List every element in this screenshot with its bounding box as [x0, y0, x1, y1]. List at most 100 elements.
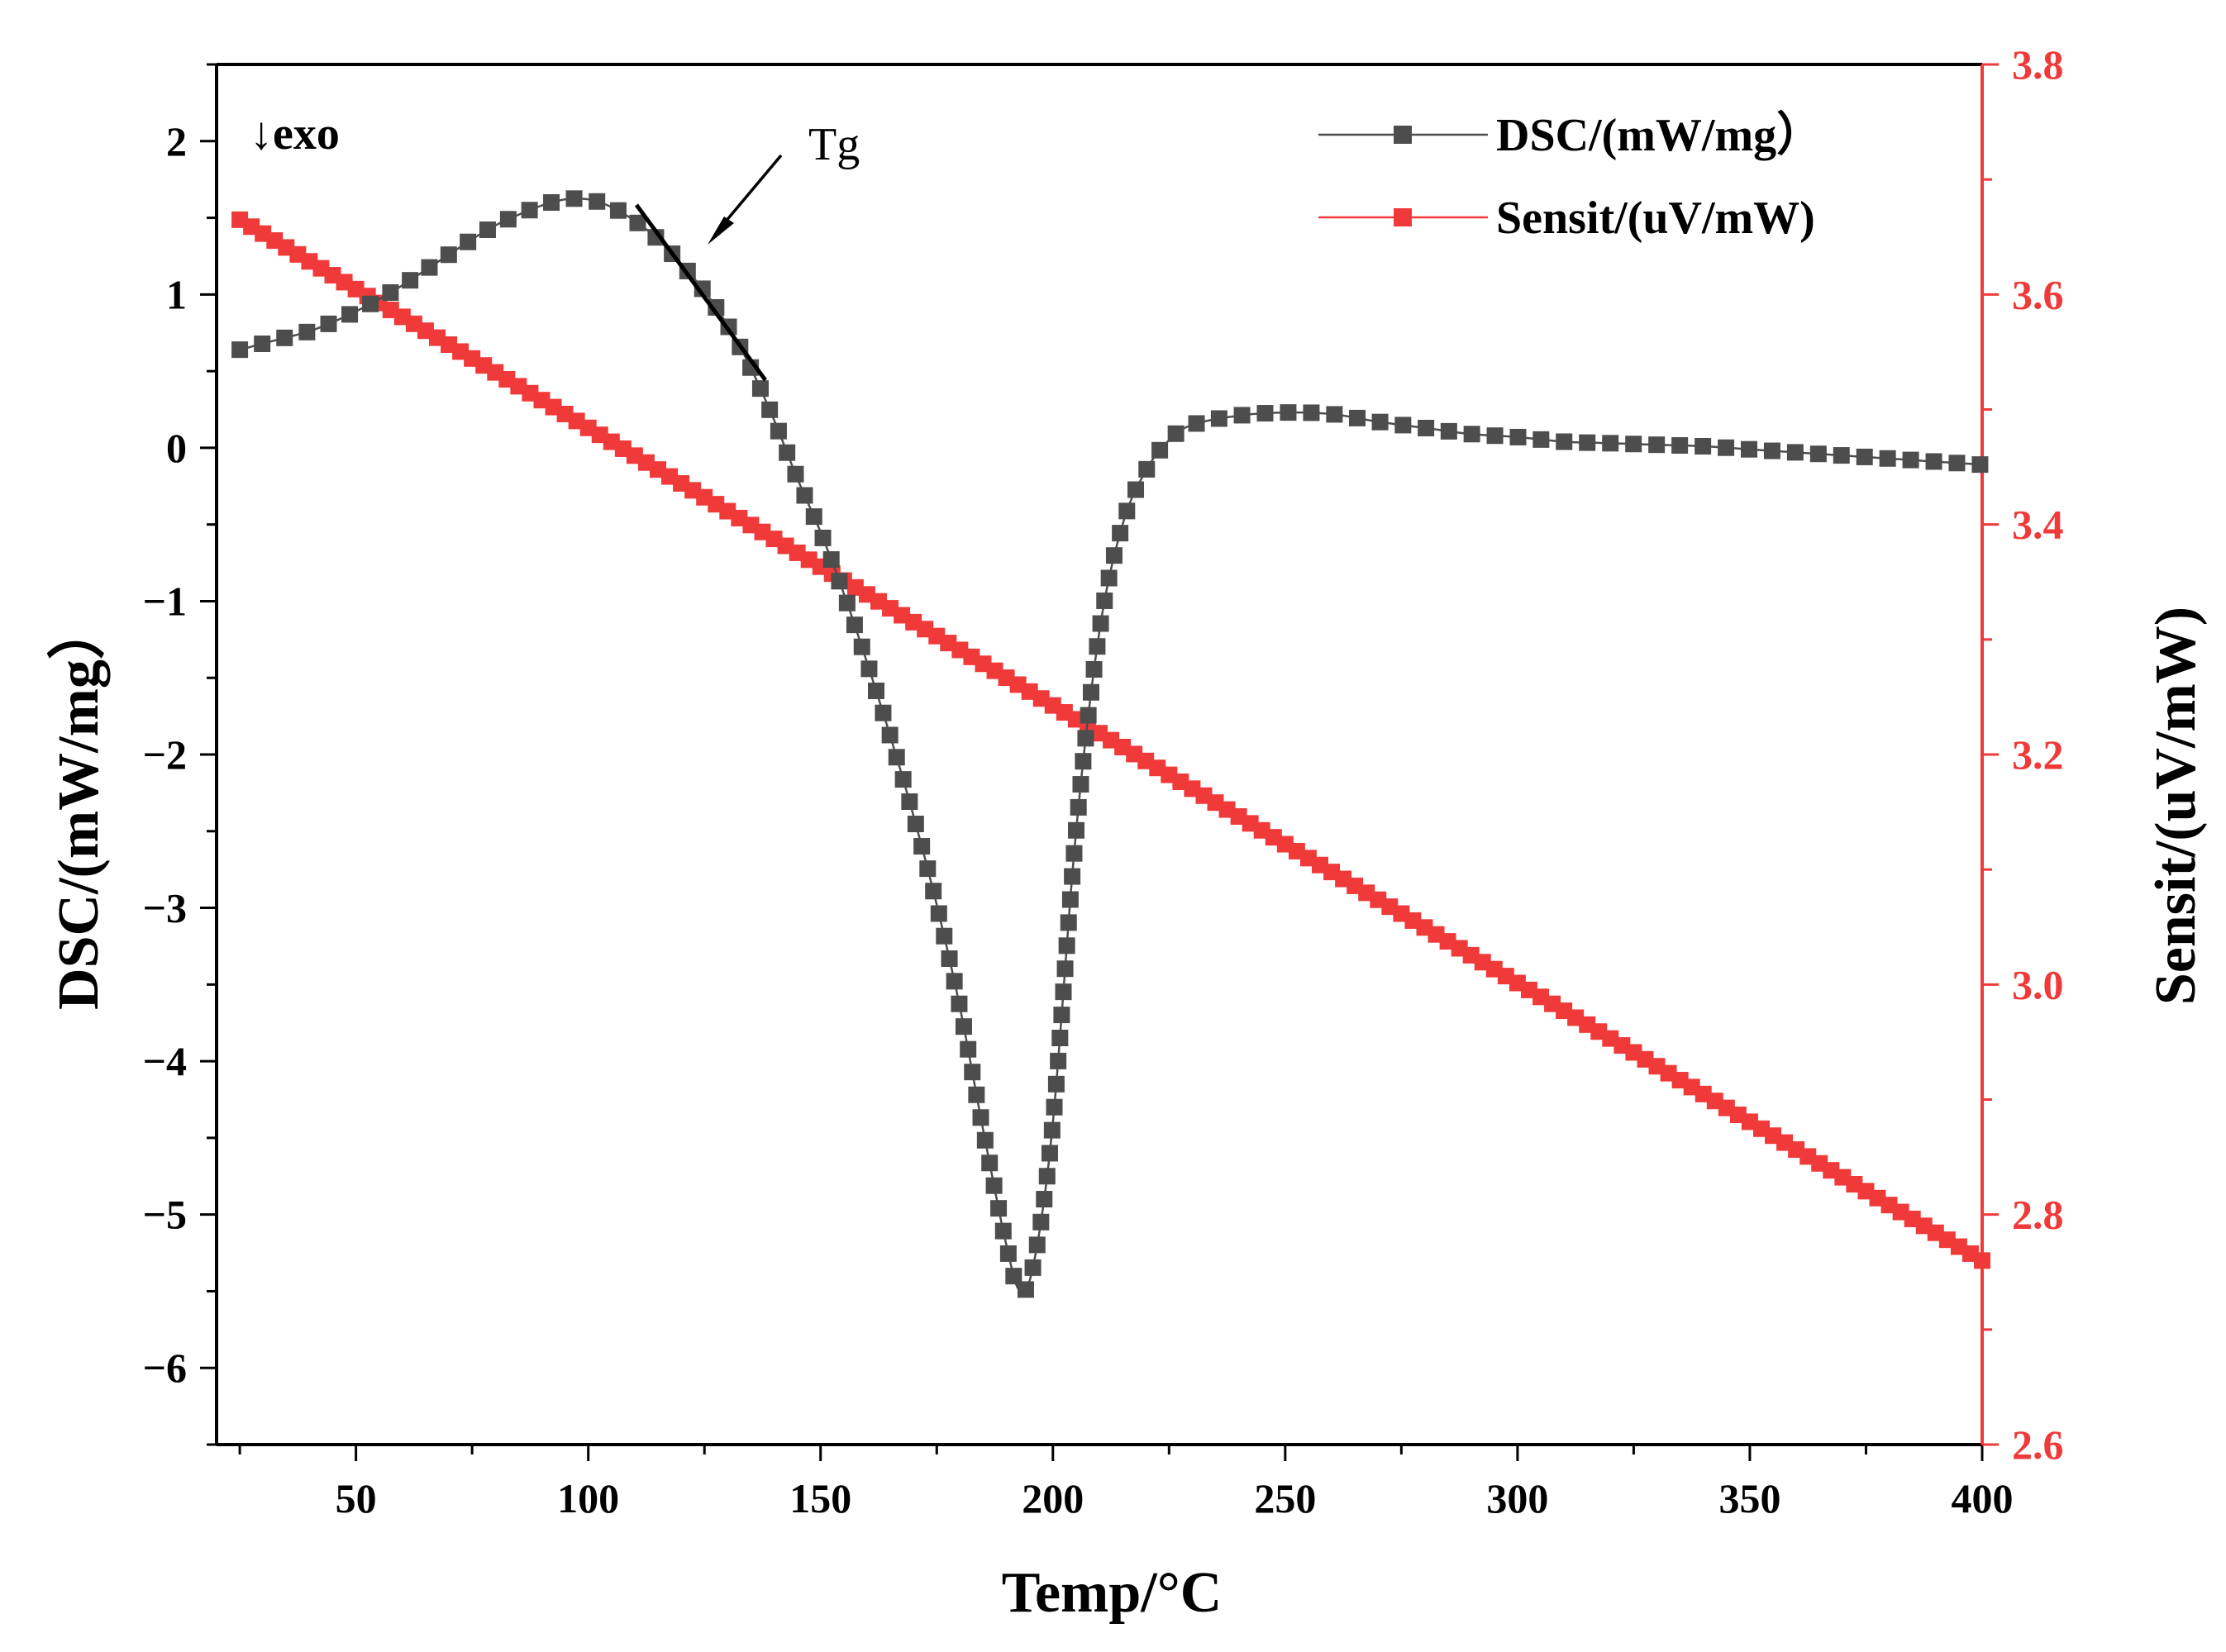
x-tick-label: 200 — [1022, 1475, 1084, 1521]
dsc-point — [1064, 868, 1081, 885]
dsc-point — [1256, 405, 1274, 422]
dsc-point — [1060, 914, 1077, 931]
dsc-point — [994, 1222, 1012, 1240]
dsc-point — [976, 1131, 994, 1149]
dsc-point — [298, 323, 316, 340]
dsc-point — [1625, 436, 1642, 453]
dsc-point — [1036, 1191, 1053, 1208]
dsc-point — [1463, 426, 1480, 443]
dsc-point — [1763, 442, 1780, 459]
dsc-point — [1038, 1168, 1056, 1185]
dsc-point — [1925, 453, 1942, 470]
sensit-point — [1974, 1252, 1990, 1269]
dsc-point — [694, 280, 711, 298]
dsc-point — [1061, 891, 1079, 908]
dsc-point — [589, 193, 606, 210]
dsc-point — [629, 214, 646, 231]
dsc-point — [543, 194, 560, 212]
dsc-point — [968, 1086, 985, 1103]
dsc-point — [1971, 456, 1989, 474]
dsc-point — [1671, 436, 1689, 454]
dsc-point — [1080, 707, 1097, 724]
dsc-point — [1856, 448, 1873, 465]
y-right-tick-label: 2.8 — [2012, 1192, 2064, 1238]
dsc-point — [440, 246, 457, 264]
dsc-point — [1096, 592, 1113, 609]
dsc-point — [1741, 440, 1758, 458]
dsc-point — [1050, 1052, 1067, 1069]
dsc-point — [1948, 455, 1966, 472]
dsc-point — [460, 233, 477, 250]
x-tick-label: 250 — [1254, 1475, 1316, 1521]
dsc-point — [838, 594, 856, 612]
dsc-point — [647, 229, 665, 246]
axes-layer: 50 100 150 200 250 300 350 400 2 1 0 −1 −2 −3 −4 −5 −6 3.… — [143, 41, 2064, 1521]
dsc-point — [1326, 406, 1343, 423]
dsc-point — [1188, 415, 1205, 432]
dsc-point — [1024, 1259, 1042, 1276]
dsc-point — [1371, 413, 1389, 431]
dsc-point — [499, 211, 517, 228]
dsc-point — [907, 816, 924, 833]
dsc-point — [925, 883, 942, 900]
legend-dsc-label: DSC/(mW/mg） — [1496, 109, 1823, 161]
dsc-point — [1879, 450, 1896, 467]
dsc-point — [320, 315, 337, 332]
dsc-point — [831, 573, 848, 590]
dsc-point — [1082, 683, 1099, 701]
y-right-axis-title: Sensit/(uV/mW) — [2144, 607, 2208, 1005]
x-tick-label: 400 — [1952, 1475, 2014, 1521]
y-left-tick-label: −5 — [143, 1192, 188, 1238]
dsc-point — [999, 1245, 1017, 1262]
dsc-point — [254, 335, 271, 352]
dsc-point — [1051, 1029, 1069, 1046]
dsc-point — [860, 660, 878, 678]
dsc-point — [1118, 502, 1136, 520]
exo-label: ↓exo — [250, 108, 340, 159]
dsc-point — [936, 927, 953, 945]
dsc-point — [1100, 569, 1118, 587]
dsc-point — [1041, 1145, 1058, 1162]
dsc-point — [1127, 481, 1145, 498]
dsc-point — [1072, 776, 1089, 793]
tg-arrow-head — [708, 217, 734, 245]
dsc-point — [796, 487, 813, 504]
legend-sensit-marker — [1394, 208, 1412, 226]
dsc-point — [981, 1154, 999, 1172]
dsc-point — [941, 950, 958, 967]
x-tick-label: 100 — [557, 1475, 619, 1521]
dsc-point — [1718, 439, 1735, 456]
dsc-point — [1440, 422, 1457, 440]
dsc-point — [1556, 433, 1573, 450]
dsc-point — [930, 905, 947, 922]
dsc-point — [1167, 425, 1184, 442]
legend-dsc-marker — [1394, 126, 1412, 144]
dsc-point — [1280, 404, 1297, 421]
series-layer — [231, 190, 1990, 1298]
dsc-point — [814, 529, 832, 546]
dsc-point — [805, 508, 822, 526]
dsc-point — [888, 749, 905, 766]
dsc-point — [1058, 937, 1075, 955]
dsc-point — [1486, 427, 1504, 445]
dsc-point — [1210, 410, 1227, 427]
dsc-point — [1085, 660, 1103, 678]
dsc-point — [1053, 1007, 1070, 1024]
y-left-tick-label: 2 — [166, 118, 187, 164]
x-tick-label: 300 — [1486, 1475, 1548, 1521]
y-left-tick-label: 0 — [166, 425, 187, 471]
dsc-point — [868, 682, 885, 699]
dsc-point — [894, 771, 912, 788]
dsc-point — [951, 995, 968, 1012]
dsc-point — [1067, 821, 1084, 839]
dsc-point — [901, 793, 918, 811]
dsc-point — [955, 1018, 972, 1035]
dsc-point — [1112, 525, 1129, 542]
dsc-point — [341, 306, 359, 323]
tg-label: Tg — [808, 119, 860, 170]
dsc-point — [1786, 444, 1804, 461]
dsc-point — [231, 341, 249, 359]
y-right-tick-label: 3.2 — [2012, 731, 2064, 778]
dsc-point — [479, 221, 496, 239]
